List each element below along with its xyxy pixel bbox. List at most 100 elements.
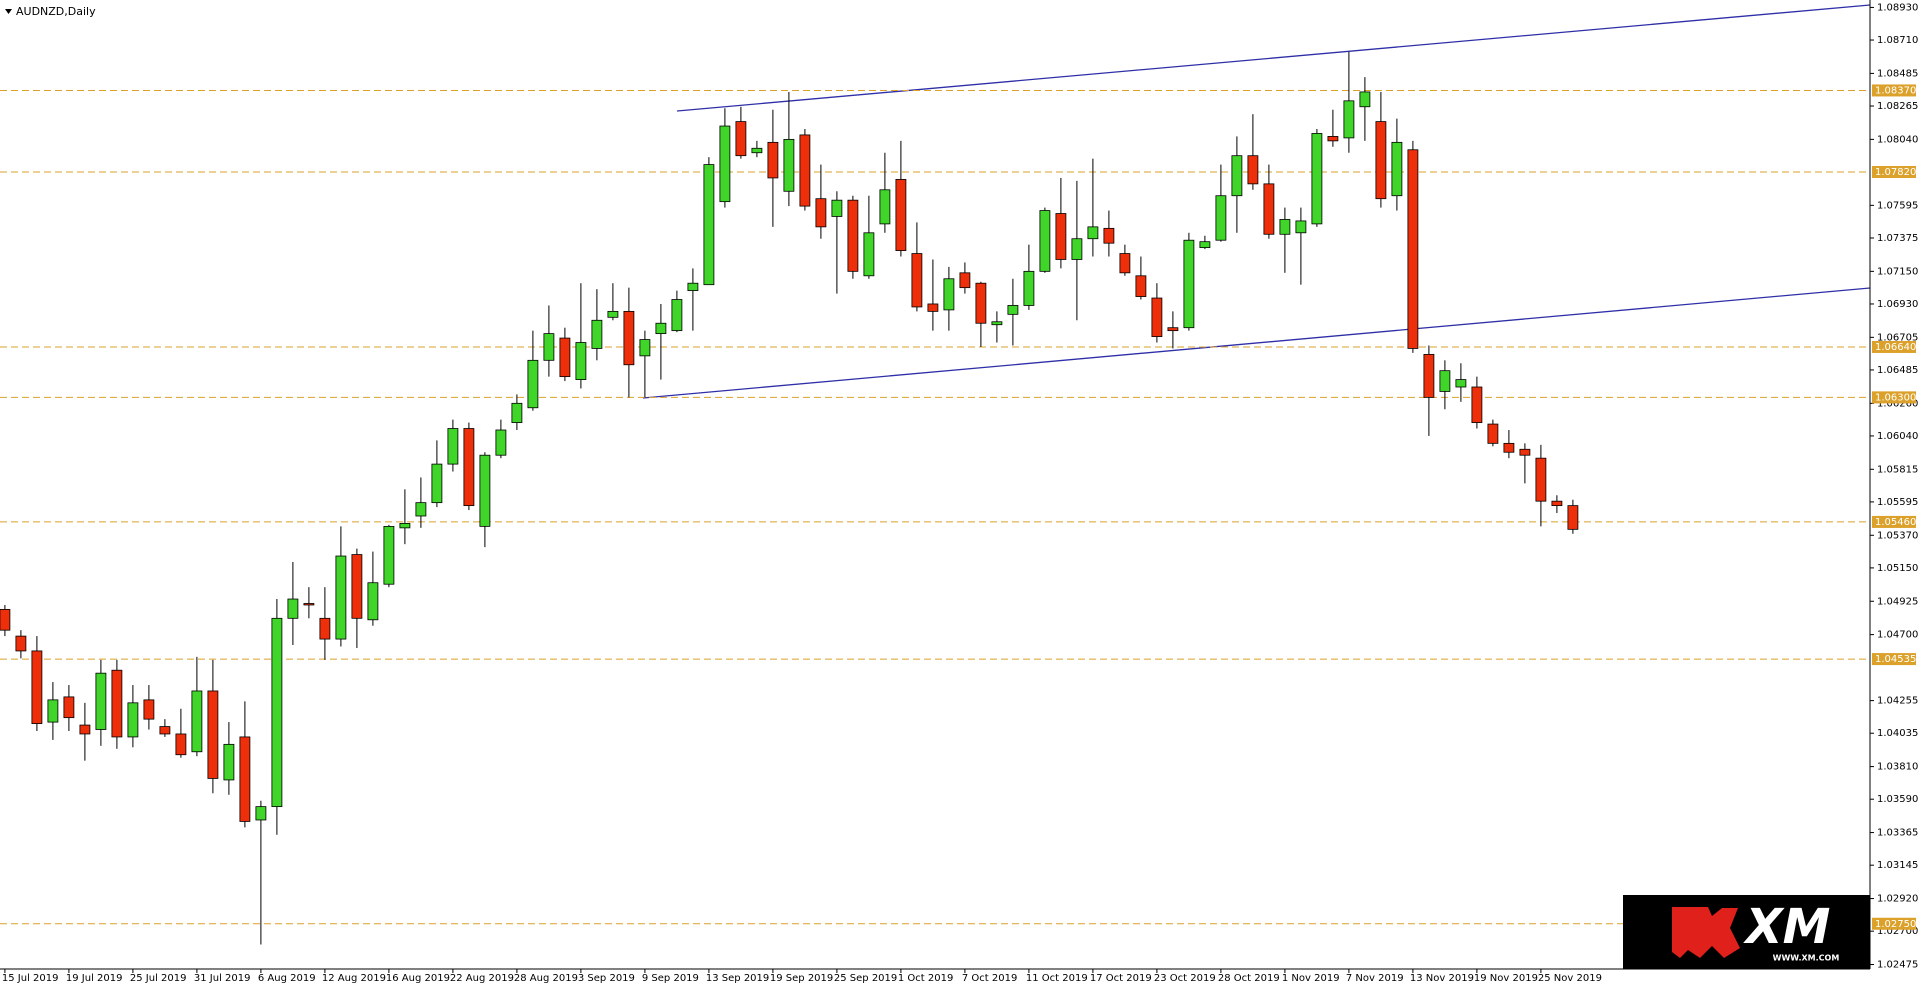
candle-body (959, 272, 971, 289)
candle-body (31, 650, 43, 724)
candle-body (623, 310, 635, 366)
candle-body (79, 724, 91, 735)
candle-body (511, 402, 523, 423)
level-label-box (1872, 653, 1916, 666)
candle-body (1135, 275, 1147, 297)
level-label: 1.02750 (1875, 919, 1916, 930)
y-tick-label: 1.02700 (1877, 926, 1918, 937)
y-tick-label: 1.06040 (1877, 431, 1918, 442)
candle-body (943, 278, 955, 311)
candle-body (1055, 213, 1067, 260)
y-tick-label: 1.07595 (1877, 200, 1918, 211)
candle-body (1023, 270, 1035, 306)
y-tick-label: 1.07375 (1877, 233, 1918, 244)
candle-body (399, 523, 411, 529)
y-tick-label: 1.07150 (1877, 266, 1918, 277)
candle-body (1311, 133, 1323, 225)
y-tick-label: 1.08265 (1877, 101, 1918, 112)
candle-body (1407, 149, 1419, 349)
candle-body (911, 253, 923, 308)
candle-body (335, 555, 347, 640)
candle-body (527, 359, 539, 409)
candle-body (431, 463, 443, 504)
candle-body (1295, 220, 1307, 234)
candle-body (591, 319, 603, 349)
candle-body (767, 141, 779, 179)
y-tick-label: 1.04255 (1877, 696, 1918, 707)
candle-body (1503, 442, 1515, 453)
candle-body (1071, 238, 1083, 260)
level-label-box (1872, 391, 1916, 404)
candle-body (543, 333, 555, 361)
candle-body (783, 138, 795, 192)
candle-body (1199, 241, 1211, 249)
candle-body (815, 198, 827, 228)
level-label-box (1872, 84, 1916, 97)
candle-body (1391, 141, 1403, 197)
candle-body (447, 428, 459, 465)
x-tick-label: 25 Nov 2019 (1538, 973, 1602, 984)
level-label: 1.06640 (1875, 342, 1916, 353)
candle-body (303, 603, 315, 606)
candle-body (1039, 210, 1051, 272)
candle-body (207, 690, 219, 779)
candle-body (1151, 297, 1163, 337)
x-tick-label: 25 Sep 2019 (834, 973, 897, 984)
candle-body (143, 699, 155, 720)
y-tick-label: 1.06260 (1877, 398, 1918, 409)
y-tick-label: 1.08710 (1877, 35, 1918, 46)
candle-body (799, 134, 811, 207)
candle-body (479, 454, 491, 527)
candle-body (191, 690, 203, 753)
level-label-box (1872, 515, 1916, 528)
y-tick-label: 1.08930 (1877, 2, 1918, 13)
logo-text: XM (1743, 899, 1831, 955)
candle-body (863, 232, 875, 277)
candle-body (15, 635, 27, 652)
chart-title: AUDNZD,Daily (16, 5, 96, 18)
candle-body (719, 125, 731, 203)
x-tick-label: 25 Jul 2019 (130, 973, 187, 984)
candle-body (95, 672, 107, 730)
candle-body (495, 429, 507, 456)
candle-body (895, 179, 907, 251)
candle-body (671, 299, 683, 332)
level-label: 1.07820 (1875, 167, 1916, 178)
x-tick-label: 1 Nov 2019 (1282, 973, 1340, 984)
candle-body (1439, 370, 1451, 392)
y-tick-label: 1.02920 (1877, 894, 1918, 905)
candle-body (1487, 423, 1499, 444)
candle-body (271, 617, 283, 808)
candle-body (687, 282, 699, 292)
candle-body (1327, 136, 1339, 142)
x-tick-label: 22 Aug 2019 (450, 973, 514, 984)
trendline-lower (642, 287, 1871, 399)
candle-body (1455, 379, 1467, 388)
candle-body (831, 199, 843, 217)
y-tick-label: 1.05815 (1877, 464, 1918, 475)
candle-body (63, 696, 75, 719)
x-tick-label: 13 Sep 2019 (706, 973, 769, 984)
logo: XM WWW.XM.COM (1623, 895, 1870, 969)
candle-body (1263, 183, 1275, 235)
level-label: 1.04535 (1875, 654, 1916, 665)
candle-body (175, 733, 187, 756)
candle-body (1247, 155, 1259, 185)
candle-body (1551, 500, 1563, 507)
candle-body (127, 702, 139, 738)
candle-body (159, 726, 171, 735)
x-tick-label: 17 Oct 2019 (1090, 973, 1152, 984)
x-tick-label: 23 Oct 2019 (1154, 973, 1216, 984)
y-tick-label: 1.03365 (1877, 828, 1918, 839)
candle-body (351, 554, 363, 619)
candle-body (1103, 227, 1115, 244)
level-label: 1.06300 (1875, 392, 1916, 403)
candle-body (47, 699, 59, 723)
candle-body (1007, 305, 1019, 315)
candle-body (1471, 386, 1483, 423)
trendline-upper (676, 4, 1871, 112)
level-label: 1.08370 (1875, 85, 1916, 96)
y-tick-label: 1.05595 (1877, 497, 1918, 508)
